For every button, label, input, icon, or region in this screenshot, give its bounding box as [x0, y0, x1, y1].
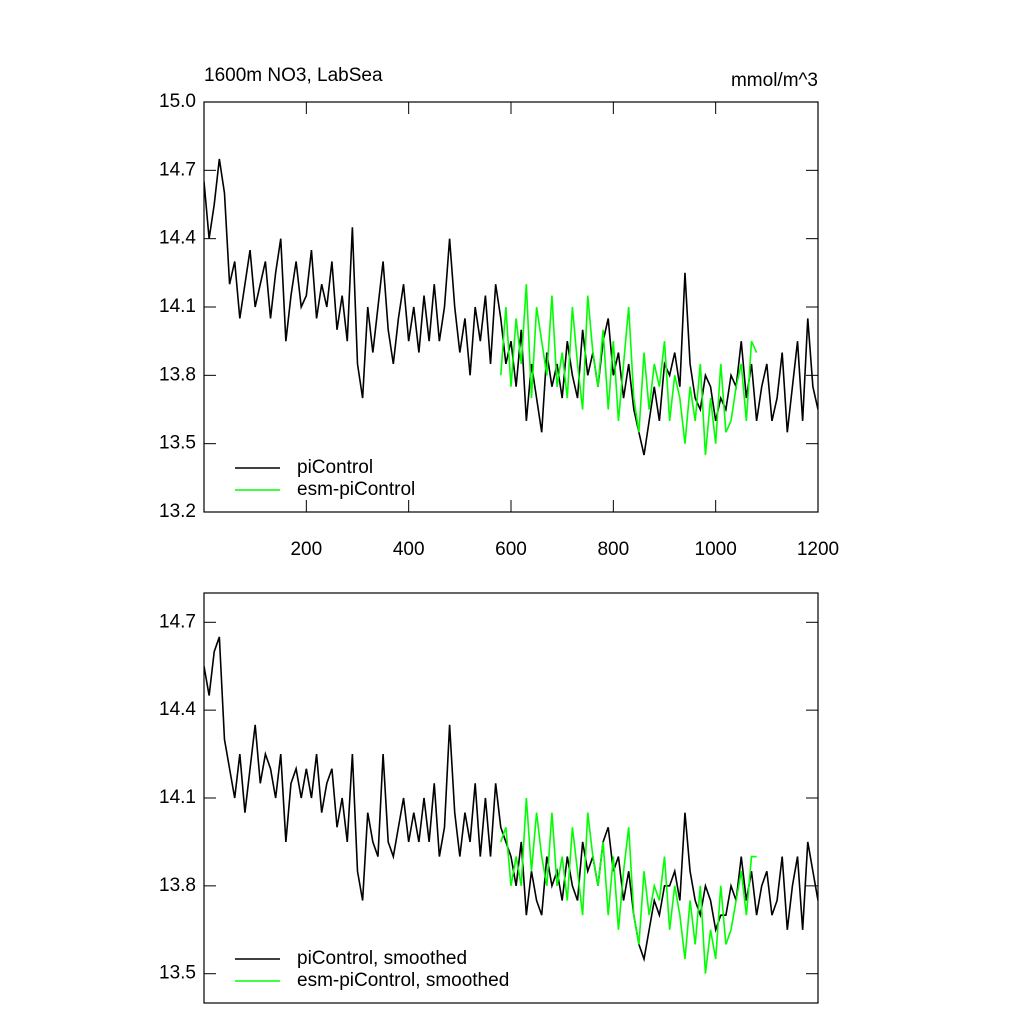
y-tick-label: 14.7 — [159, 159, 196, 180]
panel: 13.2 13.5 13.8 14.1 14.4 14.7 15.0 200 400 600 800… — [159, 65, 839, 560]
y-tick-label: 13.8 — [159, 875, 196, 896]
legend-label: esm-piControl, smoothed — [297, 970, 509, 991]
panel: 13.5 13.8 14.1 14.4 14.7 piControl, smoothede… — [159, 592, 819, 1004]
plot-frame — [203, 101, 819, 513]
x-tick-label: 1200 — [797, 539, 839, 560]
y-tick-label: 14.1 — [159, 787, 196, 808]
x-tick-label: 1000 — [695, 539, 737, 560]
series-line — [204, 636, 818, 963]
series-line — [204, 158, 818, 456]
y-tick-label: 13.8 — [159, 364, 196, 385]
legend-label: esm-piControl — [297, 479, 415, 500]
x-tick-label: 200 — [290, 539, 322, 560]
y-tick-label: 15.0 — [159, 91, 196, 112]
legend-label: piControl — [297, 457, 373, 478]
y-tick-label: 14.4 — [159, 228, 196, 249]
x-tick-label: 400 — [393, 539, 425, 560]
y-tick-label: 13.2 — [159, 501, 196, 522]
chart-title: 1600m NO3, LabSea — [204, 65, 383, 86]
y-tick-label: 13.5 — [159, 433, 196, 454]
series-line — [500, 797, 757, 974]
x-tick-label: 800 — [597, 539, 629, 560]
y-tick-label: 14.7 — [159, 611, 196, 632]
plot-frame — [203, 592, 819, 1004]
units-label: mmol/m^3 — [731, 70, 818, 91]
y-tick-label: 14.1 — [159, 296, 196, 317]
x-tick-label: 600 — [495, 539, 527, 560]
series-line — [499, 284, 758, 456]
y-tick-label: 14.4 — [159, 699, 196, 720]
y-tick-label: 13.5 — [159, 963, 196, 984]
legend-label: piControl, smoothed — [297, 948, 467, 969]
